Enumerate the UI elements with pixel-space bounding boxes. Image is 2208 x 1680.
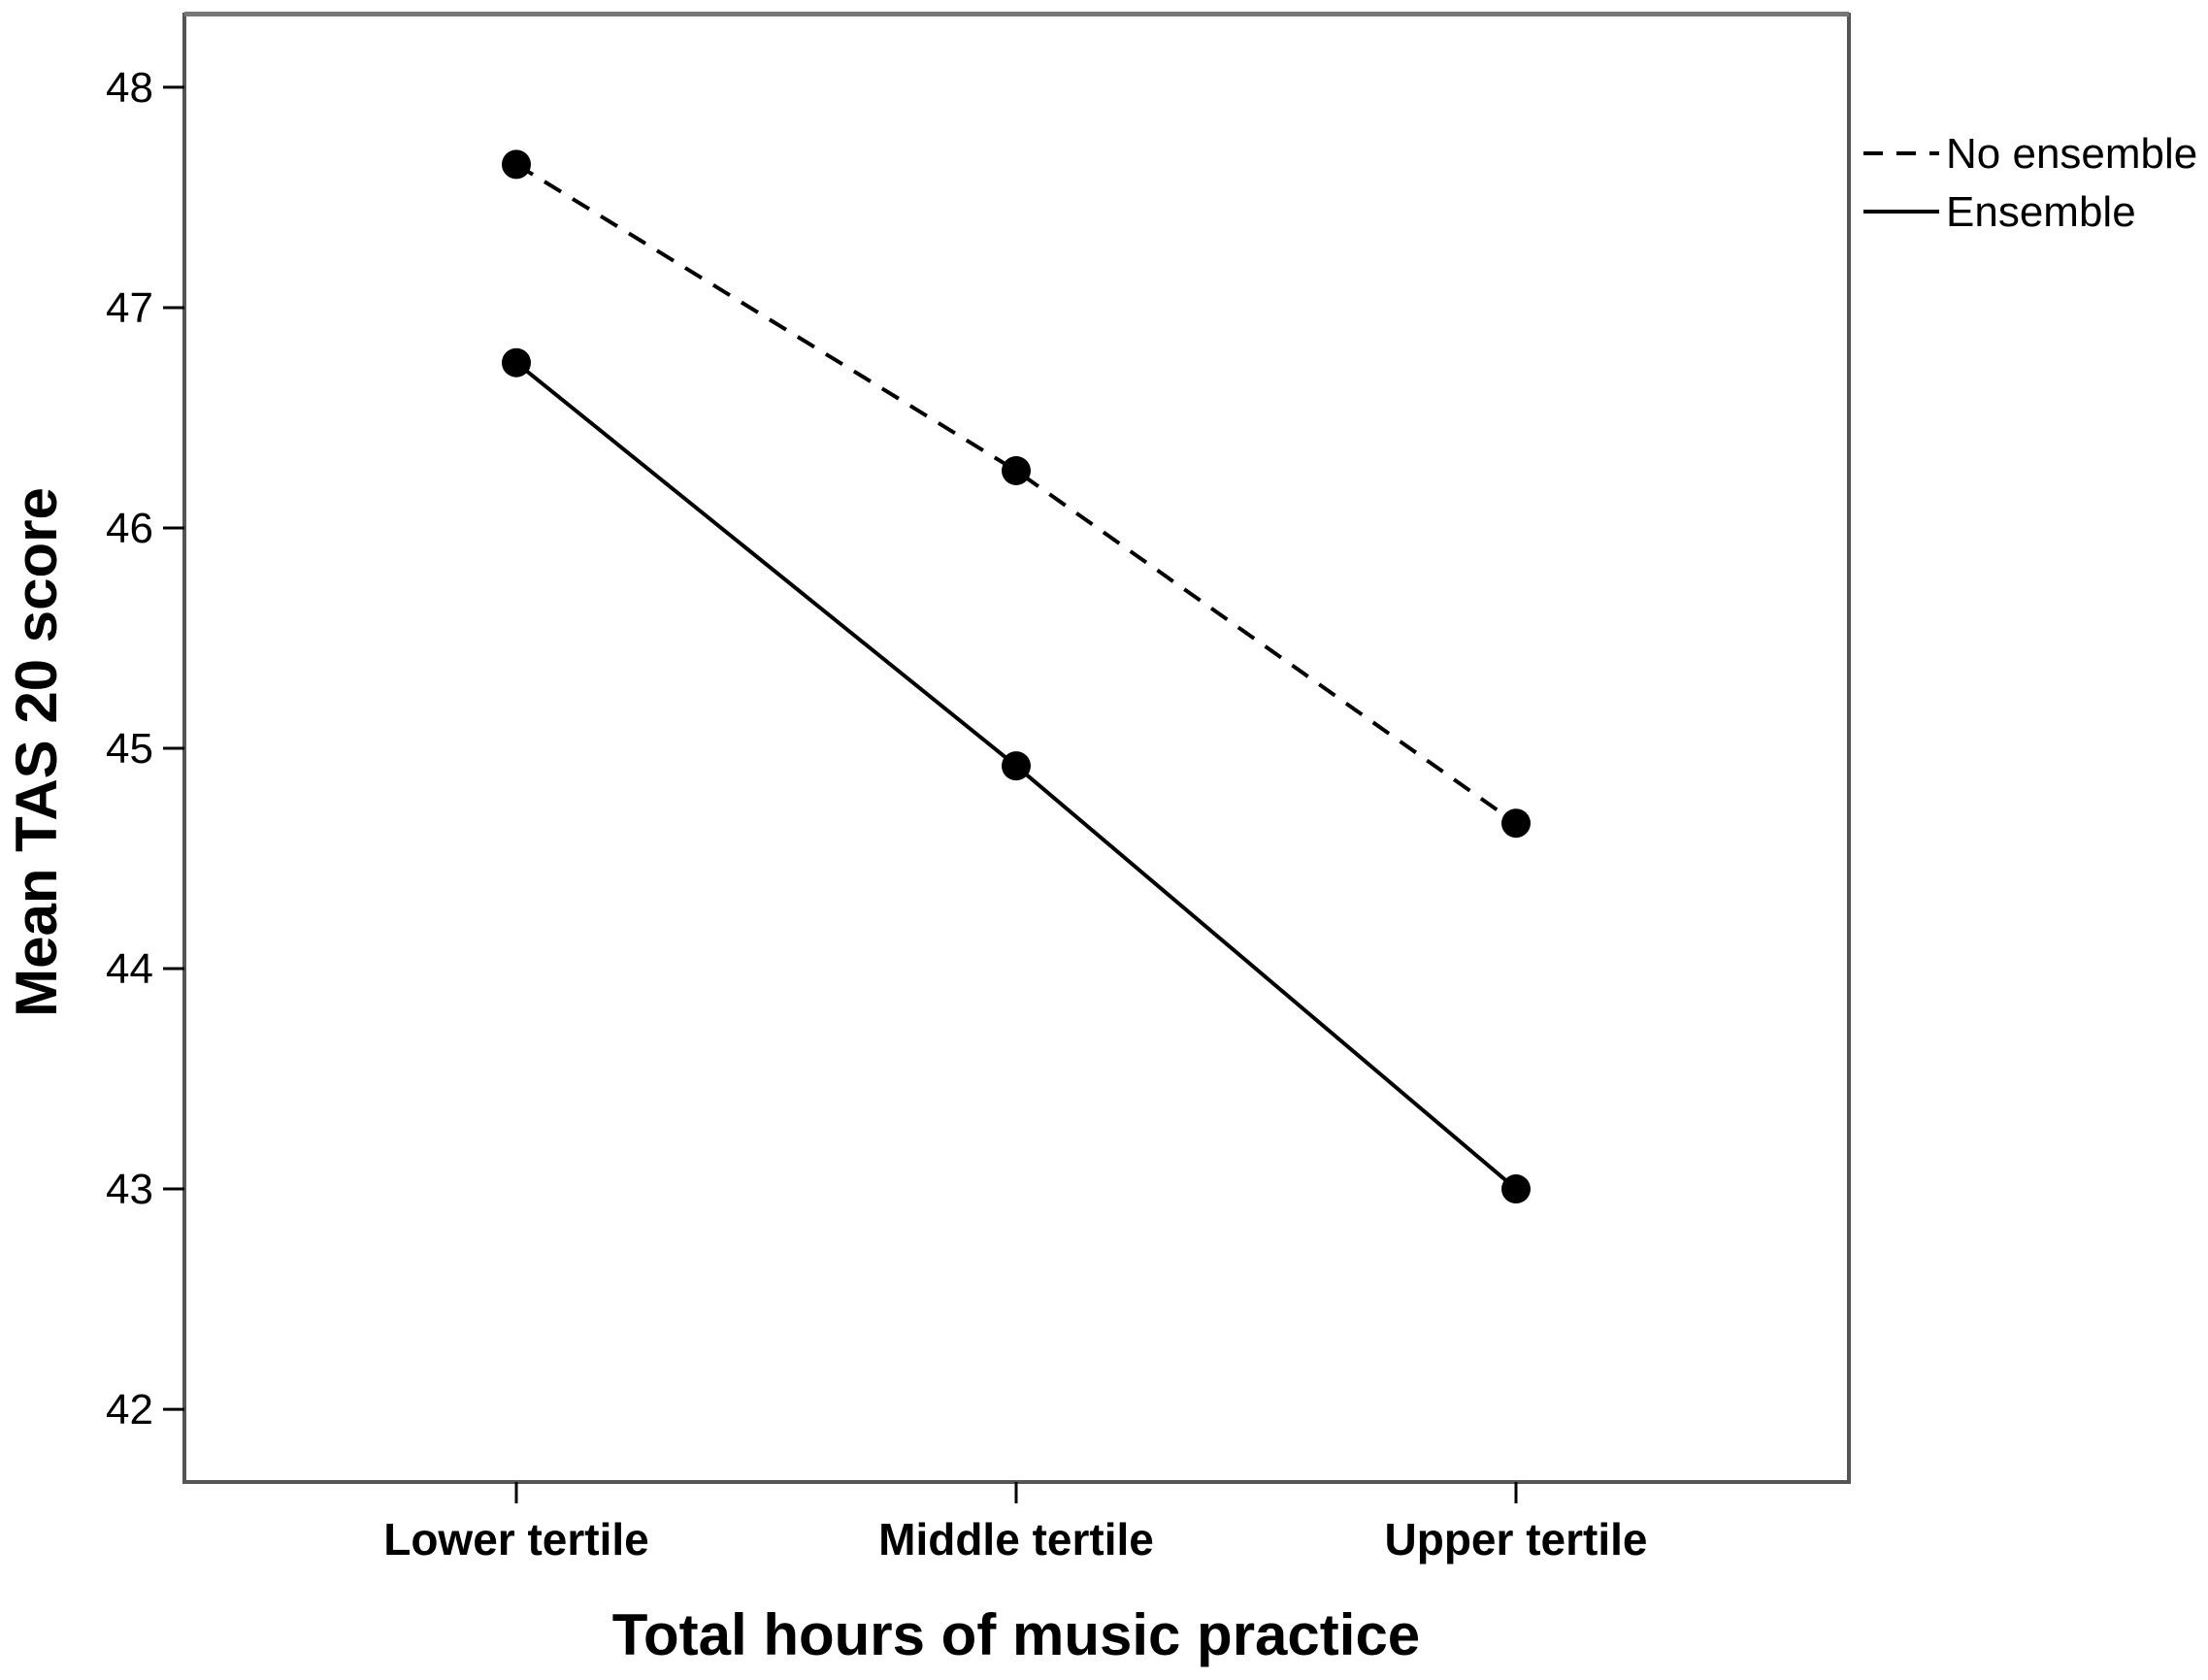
y-tick-label: 45 bbox=[106, 725, 153, 773]
x-tick-label: Lower tertile bbox=[383, 1514, 649, 1565]
data-point-no-ensemble bbox=[1002, 455, 1031, 485]
y-tick-label: 44 bbox=[106, 945, 153, 993]
y-tick-label: 47 bbox=[106, 284, 153, 332]
y-axis-title: Mean TAS 20 score bbox=[4, 487, 69, 1017]
y-tick-label: 46 bbox=[106, 505, 153, 552]
x-axis: Lower tertile Middle tertile Upper tertile bbox=[383, 1482, 1647, 1565]
data-point-ensemble bbox=[1501, 1174, 1531, 1204]
series-line-no-ensemble bbox=[514, 162, 1518, 825]
x-axis-title: Total hours of music practice bbox=[612, 1602, 1420, 1667]
legend-label-no-ensemble: No ensemble bbox=[1946, 130, 2197, 178]
x-tick-label: Upper tertile bbox=[1385, 1514, 1648, 1565]
data-point-no-ensemble bbox=[502, 149, 531, 180]
legend: No ensemble Ensemble bbox=[1863, 130, 2197, 236]
data-point-no-ensemble bbox=[1501, 808, 1531, 839]
frame-top-edge bbox=[184, 12, 1849, 16]
x-tick-label: Middle tertile bbox=[878, 1514, 1154, 1565]
y-tick-label: 48 bbox=[106, 64, 153, 112]
plot-frame bbox=[182, 13, 1851, 1484]
series-layer bbox=[502, 149, 1531, 1204]
y-axis: 42 43 44 45 46 47 48 bbox=[106, 64, 184, 1433]
legend-label-ensemble: Ensemble bbox=[1946, 188, 2136, 236]
data-point-ensemble bbox=[502, 347, 531, 378]
y-tick-label: 42 bbox=[106, 1386, 153, 1433]
y-tick-label: 43 bbox=[106, 1166, 153, 1213]
data-point-ensemble bbox=[1002, 751, 1031, 781]
